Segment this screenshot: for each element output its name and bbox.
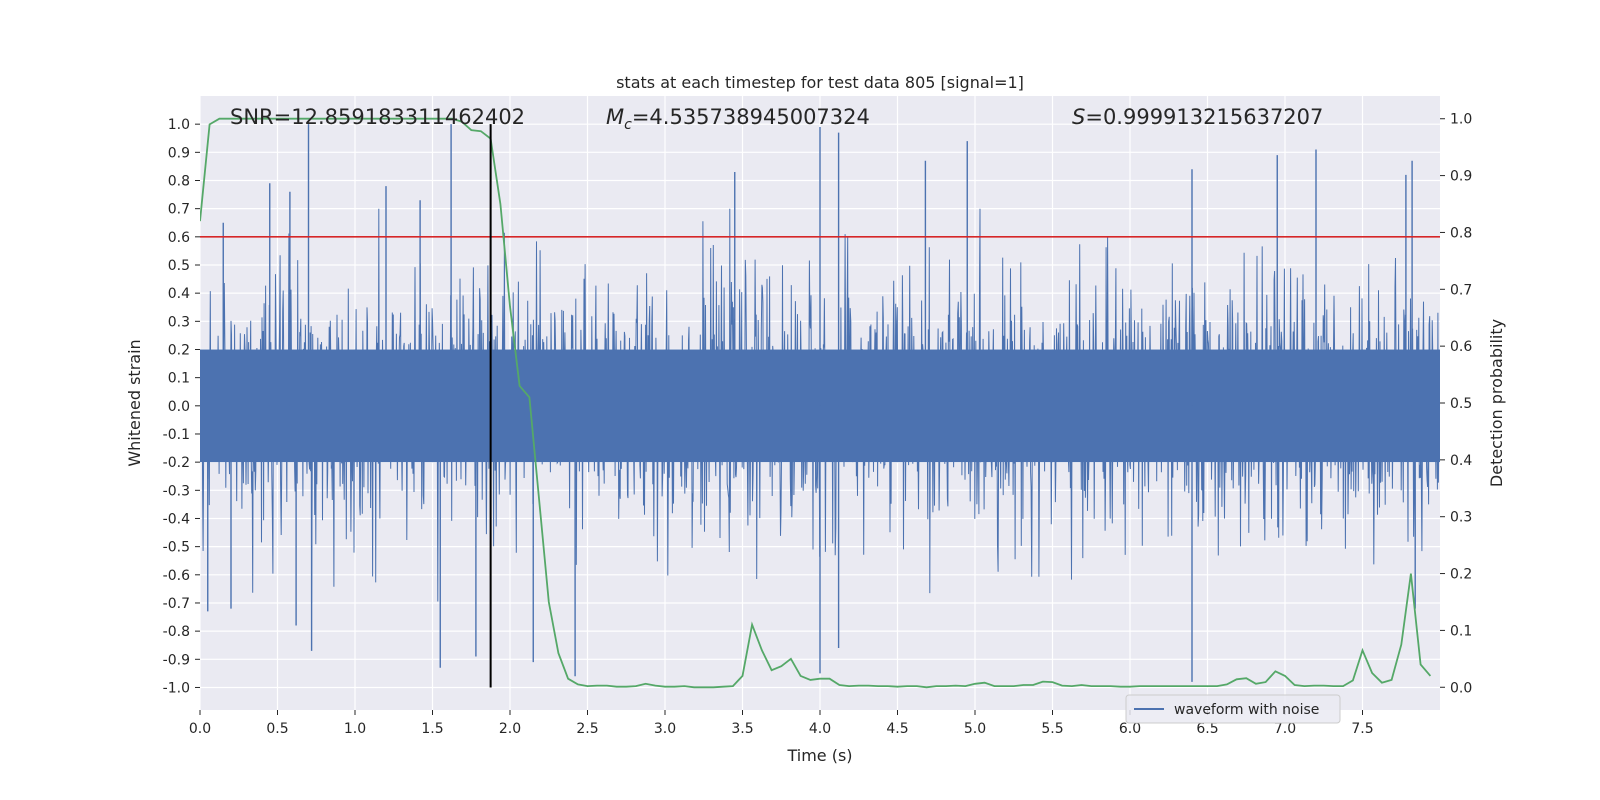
waveform-peaks <box>200 124 1440 682</box>
x-tick-label: 2.5 <box>576 721 598 737</box>
left-y-tick-label: -0.6 <box>163 568 190 584</box>
left-y-tick-label: 0.7 <box>168 202 190 218</box>
x-tick-label: 4.5 <box>886 721 908 737</box>
right-y-tick-label: 0.2 <box>1450 567 1472 583</box>
right-y-tick-label: 0.3 <box>1450 510 1472 526</box>
left-y-tick-label: -1.0 <box>163 680 190 696</box>
x-tick-label: 1.5 <box>421 721 443 737</box>
legend-box <box>1125 694 1341 724</box>
left-y-tick-label: 0.1 <box>168 371 190 387</box>
right-y-tick-label: 0.1 <box>1450 623 1472 639</box>
detection-probability-line <box>200 117 1432 689</box>
x-tick-label: 5.0 <box>964 721 986 737</box>
left-y-tick-label: 0.9 <box>168 145 190 161</box>
left-y-tick-label: 0.8 <box>168 173 190 189</box>
right-y-axis-label: Detection probability <box>1487 319 1506 487</box>
s-value: =0.999913215637207 <box>1085 105 1323 129</box>
s-annotation: S=0.999913215637207 <box>1072 105 1323 129</box>
left-y-tick-label: 0.5 <box>168 258 190 274</box>
legend: waveform with noise <box>1125 694 1341 724</box>
x-tick-label: 4.0 <box>809 721 831 737</box>
left-y-axis-ticks: 1.0 0.9 0.8 0.7 0.6 0.5 0.4 0.3 0.2 0.1 0.0 -0.1 -0.… <box>163 117 200 696</box>
left-y-tick-label: 0.6 <box>168 230 190 246</box>
x-tick-label: 0.5 <box>266 721 288 737</box>
left-y-tick-label: -0.4 <box>163 511 190 527</box>
left-y-tick-label: -0.2 <box>163 455 190 471</box>
s-symbol: S <box>1072 105 1085 129</box>
left-y-tick-label: 0.4 <box>168 286 190 302</box>
x-tick-label: 7.0 <box>1274 721 1296 737</box>
right-y-tick-label: 0.7 <box>1450 282 1472 298</box>
left-y-tick-label: 0.2 <box>168 342 190 358</box>
left-y-tick-label: -0.1 <box>163 427 190 443</box>
left-y-tick-label: -0.3 <box>163 483 190 499</box>
right-y-tick-label: 1.0 <box>1450 112 1472 128</box>
chirp-mass-symbol: M <box>606 105 624 129</box>
left-y-tick-label: -0.8 <box>163 624 190 640</box>
x-axis-label: Time (s) <box>786 746 852 765</box>
right-y-axis-ticks: 1.0 0.9 0.8 0.7 0.6 0.5 0.4 0.3 0.2 0.1 0.0 <box>1440 112 1472 696</box>
x-tick-label: 3.5 <box>731 721 753 737</box>
x-tick-label: 6.5 <box>1196 721 1218 737</box>
x-tick-label: 3.0 <box>654 721 676 737</box>
right-y-tick-label: 0.6 <box>1450 339 1472 355</box>
legend-label: waveform with noise <box>1174 702 1319 718</box>
left-y-tick-label: 1.0 <box>168 117 190 133</box>
left-y-tick-label: -0.9 <box>163 652 190 668</box>
x-tick-label: 5.5 <box>1041 721 1063 737</box>
x-tick-label: 0.0 <box>189 721 211 737</box>
right-y-tick-label: 0.5 <box>1450 396 1472 412</box>
x-tick-label: 1.0 <box>344 721 366 737</box>
x-axis-ticks: 0.0 0.5 1.0 1.5 2.0 2.5 3.0 3.5 4.0 4.5 5.0 5.5 6.0 6… <box>189 710 1374 737</box>
left-y-axis-label: Whitened strain <box>125 339 144 466</box>
x-tick-label: 6.0 <box>1119 721 1141 737</box>
right-y-tick-label: 0.0 <box>1450 680 1472 696</box>
right-y-tick-label: 0.4 <box>1450 453 1472 469</box>
chirp-mass-annotation: Mc=4.535738945007324 <box>606 105 870 133</box>
right-y-tick-label: 0.8 <box>1450 225 1472 241</box>
left-y-tick-label: -0.7 <box>163 596 190 612</box>
snr-annotation: SNR=12.859183311462402 <box>230 105 525 129</box>
left-y-tick-label: 0.3 <box>168 314 190 330</box>
chirp-mass-subscript: c <box>624 117 632 133</box>
x-tick-label: 2.0 <box>499 721 521 737</box>
left-y-tick-label: -0.5 <box>163 540 190 556</box>
chart-title: stats at each timestep for test data 805… <box>616 73 1024 92</box>
right-y-tick-label: 0.9 <box>1450 169 1472 185</box>
left-y-tick-label: 0.0 <box>168 399 190 415</box>
chirp-mass-value: =4.535738945007324 <box>632 105 870 129</box>
x-tick-label: 7.5 <box>1351 721 1373 737</box>
